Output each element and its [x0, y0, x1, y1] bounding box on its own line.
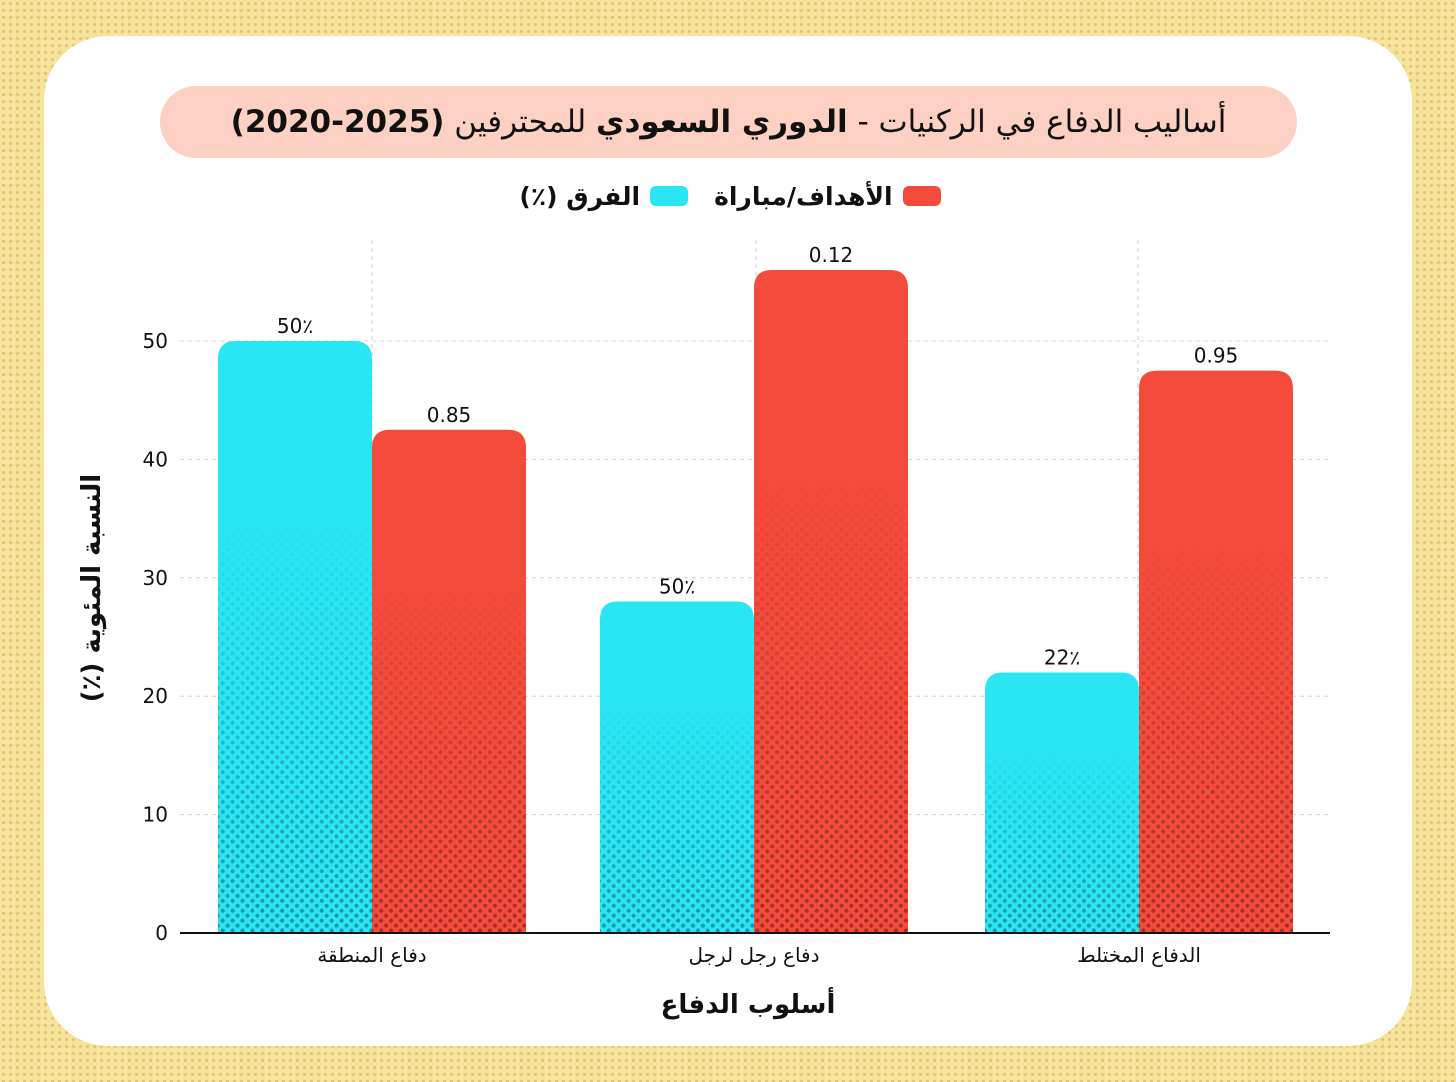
y-tick-label: 40 [143, 447, 168, 471]
data-label: 0.12 [809, 243, 854, 267]
bar-texture [372, 429, 526, 933]
y-tick-label: 20 [143, 684, 168, 708]
bar-halftone [1139, 370, 1293, 934]
data-label: 0.85 [427, 403, 472, 427]
labels-layer: 0 10 20 30 40 50 50٪ 0.85 دفاع المنطقة 50٪ 0.12 دفا… [143, 243, 1330, 967]
y-axis-title: النسبة المئوية (٪) [77, 474, 107, 702]
x-tick-label: الدفاع المختلط [1077, 943, 1201, 967]
y-tick-label: 30 [143, 566, 168, 590]
chart-title-pill: أساليب الدفاع في الركنيات - الدوري السعو… [160, 86, 1297, 158]
legend-item-goals: الأهداف/مباراة [714, 182, 941, 211]
y-tick-label: 0 [155, 921, 168, 945]
data-label: 0.95 [1194, 344, 1239, 368]
chart-title: أساليب الدفاع في الركنيات - الدوري السعو… [231, 104, 1227, 140]
bars-layer [218, 269, 1293, 934]
legend-swatch-goals [902, 186, 941, 206]
y-tick-label: 10 [143, 803, 168, 827]
data-label: 50٪ [277, 314, 313, 338]
bar-texture [1139, 370, 1293, 934]
data-label: 22٪ [1044, 646, 1080, 670]
bar-texture [754, 269, 908, 934]
x-tick-label: دفاع رجل لرجل [688, 943, 819, 967]
legend-item-teams: الفرق (٪) [519, 181, 689, 211]
legend-label-goals: الأهداف/مباراة [714, 181, 893, 211]
bar-halftone [372, 429, 526, 933]
chart-legend: الأهداف/مباراة الفرق (٪) [480, 176, 980, 216]
data-label: 50٪ [659, 574, 695, 598]
title-suffix: للمحترفين [444, 104, 597, 140]
bar-texture [218, 341, 372, 933]
title-prefix: أساليب الدفاع في الركنيات - [847, 104, 1227, 140]
bar-halftone [754, 269, 908, 934]
x-axis-title: أسلوب الدفاع [661, 987, 836, 1020]
title-bold-part: الدوري السعودي [596, 104, 848, 140]
bar-texture [985, 672, 1139, 933]
bar-texture [600, 601, 754, 933]
legend-swatch-teams [650, 186, 689, 206]
bar-halftone [218, 341, 372, 933]
bar-halftone [600, 601, 754, 933]
y-tick-label: 50 [143, 329, 168, 353]
bar-halftone [985, 672, 1139, 933]
x-tick-label: دفاع المنطقة [317, 943, 426, 967]
title-years: (2025-2020) [230, 104, 445, 140]
legend-label-teams: الفرق (٪) [519, 181, 641, 211]
